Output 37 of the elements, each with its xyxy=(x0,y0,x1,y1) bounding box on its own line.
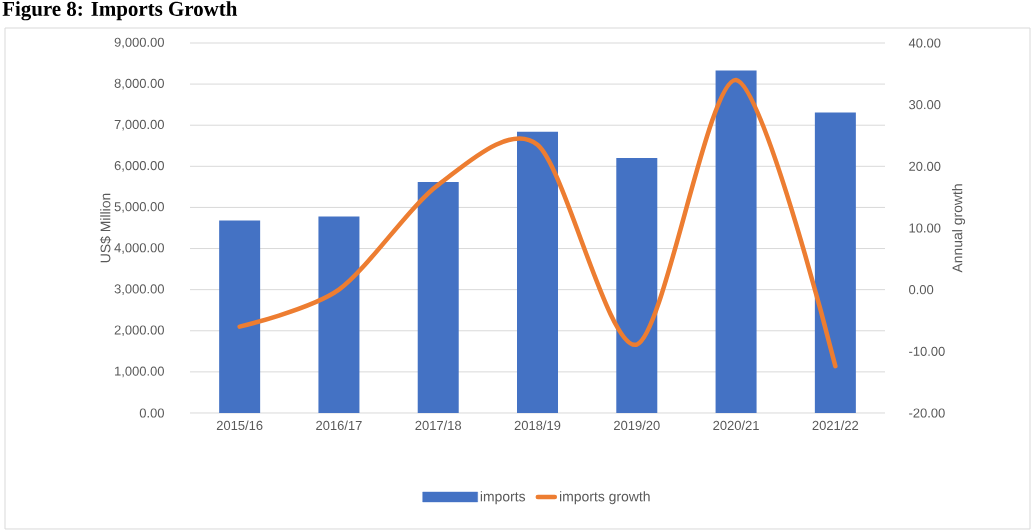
line-series xyxy=(237,77,838,369)
y-tick-label: 6,000.00 xyxy=(114,160,164,172)
y-tick-label: 9,000.00 xyxy=(114,37,164,49)
y-tick-label: 8,000.00 xyxy=(114,78,164,90)
bar xyxy=(814,112,856,413)
y2-tick-label: -10.00 xyxy=(909,346,945,356)
y2-tick-label: 0.00 xyxy=(909,285,934,295)
chart-title: Figure 8: Imports Growth xyxy=(2,1,238,21)
legend-label: imports xyxy=(480,491,526,505)
y-tick-label: 7,000.00 xyxy=(114,119,164,131)
y-tick-label: 3,000.00 xyxy=(114,284,164,295)
bar xyxy=(517,131,559,413)
y2-tick-label: 30.00 xyxy=(909,100,941,110)
y2-tick-label: 20.00 xyxy=(909,161,941,171)
y-tick-label: 0.00 xyxy=(139,408,164,418)
y2-tick-label: -20.00 xyxy=(909,408,945,418)
y-tick-label: 1,000.00 xyxy=(115,366,164,378)
legend-label: imports growth xyxy=(560,491,650,505)
y2-tick-label: 40.00 xyxy=(908,38,941,48)
x-tick-label: 2017/18 xyxy=(415,420,462,431)
x-tick-label: 2021/22 xyxy=(812,420,859,431)
x-tick-label: 2015/16 xyxy=(216,420,263,431)
y-tick-label: 2,000.00 xyxy=(114,325,164,337)
bar xyxy=(715,70,757,413)
x-tick-label: 2019/20 xyxy=(614,420,660,431)
y-tick-label: 5,000.00 xyxy=(114,202,164,213)
x-tick-label: 2016/17 xyxy=(316,420,362,431)
y-tick-label: 4,000.00 xyxy=(114,243,164,254)
bar xyxy=(616,158,658,413)
bar xyxy=(417,181,459,413)
y2-axis-title: Annual growth xyxy=(952,184,966,273)
bar xyxy=(219,220,261,413)
y-axis-title: US$ Million xyxy=(99,193,112,263)
x-tick-label: 2018/19 xyxy=(514,420,561,431)
y2-tick-label: 10.00 xyxy=(909,223,941,233)
x-tick-label: 2020/21 xyxy=(713,420,759,431)
bar xyxy=(318,216,360,413)
